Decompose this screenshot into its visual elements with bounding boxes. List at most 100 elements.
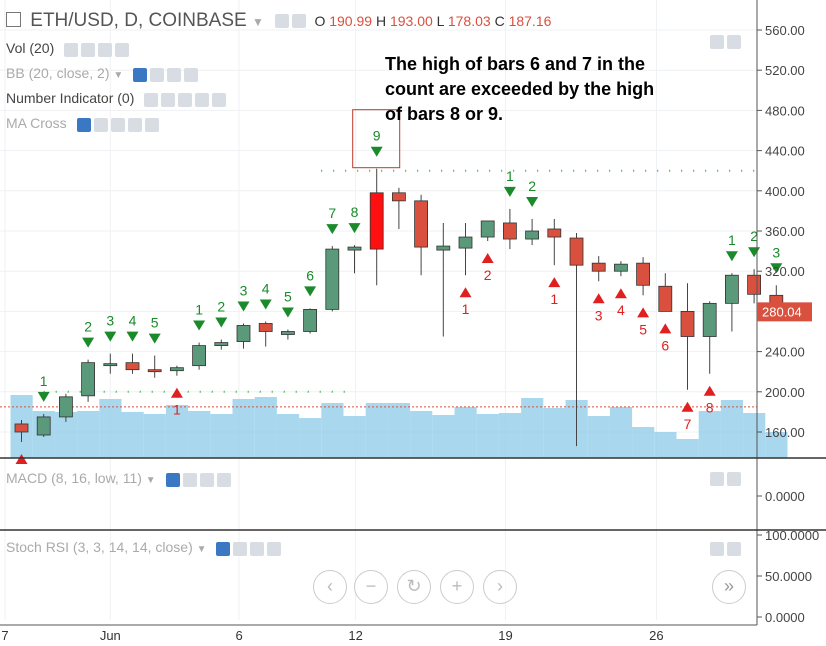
chevron-down-icon[interactable]: ▼ — [113, 70, 124, 81]
eye-icon[interactable] — [165, 473, 180, 488]
macd-label[interactable]: MACD (8, 16, low, 11) — [6, 470, 142, 486]
gear-icon[interactable] — [81, 43, 96, 58]
scroll-right-button[interactable]: › — [483, 570, 517, 604]
candle-body — [569, 237, 584, 266]
green-arrow-marker — [237, 301, 250, 312]
count-label: 8 — [706, 400, 714, 416]
eye-icon[interactable] — [275, 13, 290, 28]
close-icon[interactable] — [216, 473, 231, 488]
maximize-icon[interactable] — [710, 471, 724, 486]
x-tick-label: 26 — [649, 628, 663, 643]
volume-bar — [632, 427, 655, 458]
close-icon[interactable] — [115, 43, 130, 58]
stoch-rsi-label[interactable]: Stoch RSI (3, 3, 14, 14, close) — [6, 539, 193, 555]
reset-button[interactable]: ↻ — [397, 570, 431, 604]
close-icon[interactable] — [267, 542, 282, 557]
open-value: 190.99 — [329, 13, 373, 30]
candle-body — [436, 245, 451, 251]
gear-icon[interactable] — [292, 13, 307, 28]
volume-bar — [432, 415, 455, 458]
add-icon[interactable] — [167, 68, 182, 83]
scroll-to-end-button[interactable]: » — [712, 570, 746, 604]
gear-icon[interactable] — [161, 93, 176, 108]
count-label: 3 — [772, 244, 780, 260]
eye-icon[interactable] — [64, 43, 79, 58]
eye-icon[interactable] — [76, 118, 91, 133]
zoom-out-button[interactable]: − — [354, 570, 388, 604]
candle-body — [391, 192, 406, 202]
collapse-icon[interactable] — [6, 12, 21, 28]
symbol-title[interactable]: ETH/USD, D, COINBASE — [30, 10, 247, 32]
close-icon[interactable] — [144, 118, 159, 133]
add-icon[interactable] — [98, 43, 113, 58]
chevron-down-icon[interactable]: ▼ — [196, 544, 207, 555]
candle-body — [103, 363, 118, 367]
green-arrow-marker — [725, 251, 738, 262]
red-arrow-marker — [170, 387, 183, 398]
add-icon[interactable] — [199, 473, 214, 488]
candle-body — [59, 396, 73, 418]
close-icon[interactable] — [727, 471, 741, 486]
add-icon[interactable] — [127, 118, 142, 133]
green-arrow-marker — [281, 307, 294, 318]
count-label: 3 — [106, 313, 114, 329]
x-tick-label: 6 — [235, 628, 242, 643]
count-label: 1 — [173, 402, 181, 418]
bb-indicator: BB (20, close, 2) ▼ — [6, 65, 201, 83]
braces-icon[interactable] — [110, 118, 125, 133]
green-arrow-marker — [526, 196, 539, 207]
bb-label[interactable]: BB (20, close, 2) — [6, 65, 110, 81]
close-icon[interactable] — [727, 34, 741, 49]
maximize-icon[interactable] — [710, 541, 724, 556]
candle-body — [303, 308, 318, 332]
low-label: L — [436, 13, 444, 30]
green-arrow-marker — [193, 320, 206, 331]
count-label: 9 — [373, 128, 381, 144]
x-tick-label: 19 — [498, 628, 512, 643]
volume-bar — [410, 411, 433, 458]
x-tick-label: Jun — [100, 628, 121, 643]
gear-icon[interactable] — [233, 542, 248, 557]
y-tick-label: 160.00 — [765, 425, 805, 440]
zoom-in-button[interactable]: + — [440, 570, 474, 604]
green-arrow-marker — [503, 186, 516, 197]
vol-label[interactable]: Vol (20) — [6, 40, 55, 56]
eye-icon[interactable] — [216, 542, 231, 557]
eye-icon[interactable] — [133, 68, 148, 83]
x-tick-label: 12 — [348, 628, 362, 643]
add-icon[interactable] — [195, 93, 210, 108]
gear-icon[interactable] — [93, 118, 108, 133]
scroll-left-button[interactable]: ‹ — [313, 570, 347, 604]
count-label: 2 — [528, 178, 536, 194]
volume-bar — [365, 403, 388, 458]
close-icon[interactable] — [727, 541, 741, 556]
add-icon[interactable] — [250, 542, 265, 557]
close-icon[interactable] — [212, 93, 227, 108]
volume-bar — [609, 407, 633, 458]
maximize-icon[interactable] — [710, 34, 724, 49]
x-tick-label: 7 — [1, 628, 8, 643]
number-indicator-label[interactable]: Number Indicator (0) — [6, 90, 135, 106]
count-label: 1 — [506, 168, 514, 184]
ma-cross-label[interactable]: MA Cross — [6, 115, 67, 131]
red-arrow-marker — [659, 323, 672, 334]
chevron-down-icon[interactable]: ▼ — [251, 15, 264, 30]
count-label: 2 — [217, 299, 225, 315]
braces-icon[interactable] — [178, 93, 193, 108]
candle-body — [702, 302, 717, 337]
candle-body — [747, 274, 761, 295]
green-arrow-marker — [259, 299, 272, 310]
gear-icon[interactable] — [182, 473, 197, 488]
gear-icon[interactable] — [150, 68, 165, 83]
eye-icon[interactable] — [144, 93, 159, 108]
count-label: 1 — [728, 232, 736, 248]
chevron-down-icon[interactable]: ▼ — [145, 475, 156, 486]
volume-bar — [143, 414, 166, 458]
close-icon[interactable] — [184, 68, 199, 83]
green-arrow-marker — [348, 223, 361, 234]
pane-controls-macd — [710, 470, 744, 488]
volume-bar — [454, 407, 477, 458]
count-label: 1 — [40, 373, 48, 389]
